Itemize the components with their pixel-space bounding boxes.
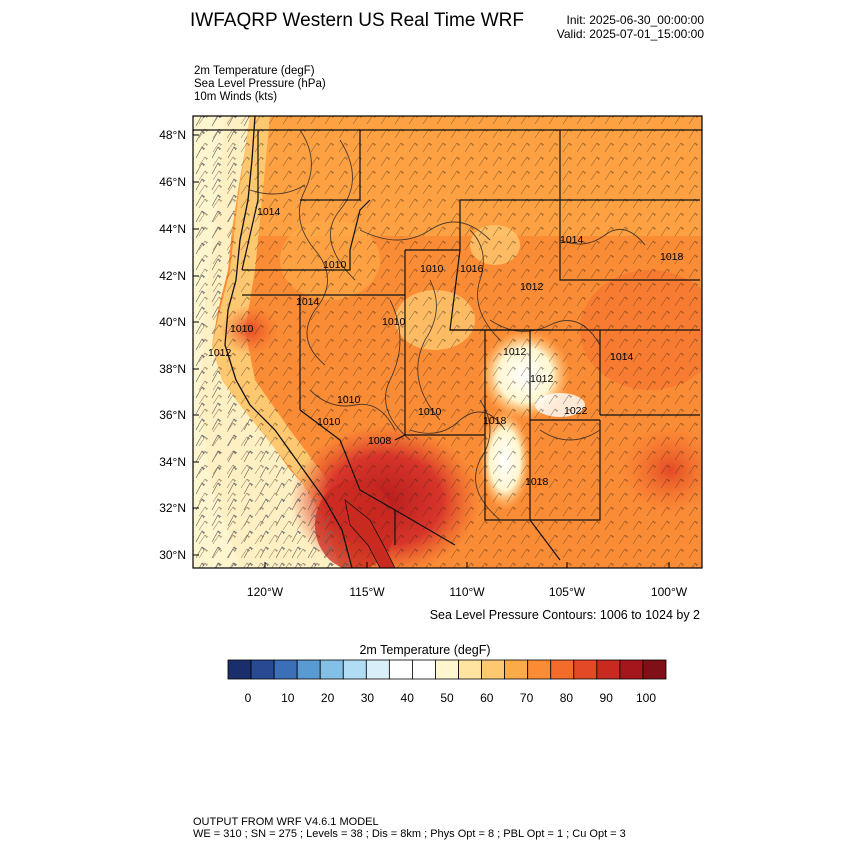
- colorbar-swatch: [619, 659, 644, 680]
- model-footer-line1: OUTPUT FROM WRF V4.6.1 MODEL: [193, 816, 379, 828]
- colorbar-swatch: [504, 659, 529, 680]
- map-frame: [192, 115, 703, 569]
- map-panel: [193, 116, 702, 568]
- lat-tick-label: 36°N: [159, 408, 186, 422]
- contour-label: 1018: [483, 415, 507, 427]
- lat-tick-label: 42°N: [159, 269, 186, 283]
- colorbar-swatch: [388, 659, 413, 680]
- contour-label: 1012: [503, 346, 527, 358]
- colorbar-swatch: [596, 659, 621, 680]
- contour-label: 1010: [420, 263, 444, 275]
- contour-label: 1010: [317, 416, 341, 428]
- contour-label: 1012: [520, 281, 544, 293]
- field-label-temperature: 2m Temperature (degF): [194, 65, 315, 77]
- colorbar-swatch: [481, 659, 506, 680]
- colorbar-swatch: [573, 659, 598, 680]
- lat-tick-label: 44°N: [159, 222, 186, 236]
- contour-label: 1014: [610, 351, 634, 363]
- colorbar-swatch: [642, 659, 667, 680]
- colorbar-tick-label: 40: [401, 691, 415, 705]
- colorbar-tick-label: 10: [281, 691, 295, 705]
- contour-labels: 1014 1010 1014 1010 1014 1010 1012 1010 …: [208, 206, 684, 488]
- lat-tick-label: 32°N: [159, 501, 186, 515]
- contour-label: 1010: [382, 316, 406, 328]
- colorbar-tick-label: 0: [245, 691, 252, 705]
- contour-label: 1008: [368, 435, 392, 447]
- colorbar-tick-label: 50: [440, 691, 454, 705]
- contour-label: 1012: [530, 373, 554, 385]
- colorbar-tick-label: 80: [560, 691, 574, 705]
- lat-tick-label: 34°N: [159, 455, 186, 469]
- lon-tick-label: 105°W: [549, 585, 586, 599]
- contour-label: 1018: [525, 476, 549, 488]
- colorbar-swatch: [458, 659, 482, 680]
- colorbar-tick-label: 30: [361, 691, 375, 705]
- colorbar-tick-label: 100: [636, 691, 656, 705]
- colorbar-tick-label: 60: [480, 691, 494, 705]
- contour-note: Sea Level Pressure Contours: 1006 to 102…: [429, 608, 700, 622]
- field-label-winds: 10m Winds (kts): [194, 91, 278, 103]
- colorbar-swatch: [227, 659, 252, 680]
- colorbar-swatch: [273, 659, 298, 680]
- contour-label: 1016: [460, 263, 484, 275]
- init-time: Init: 2025-06-30_00:00:00: [566, 13, 704, 27]
- lon-tick-label: 115°W: [349, 585, 385, 599]
- contour-label: 1018: [660, 251, 684, 263]
- longitude-axis: 120°W 115°W 110°W 105°W 100°W: [247, 562, 688, 599]
- colorbar-swatch: [412, 659, 436, 680]
- colorbar-swatch: [319, 659, 344, 680]
- map-title: IWFAQRP Western US Real Time WRF: [190, 10, 524, 31]
- colorbar-tick-label: 20: [321, 691, 335, 705]
- colorbar-ticks: 0 10 20 30 40 50 60 70 80 90 100: [245, 691, 657, 705]
- colorbar: [227, 659, 667, 680]
- latitude-axis: 48°N 46°N 44°N 42°N 40°N 38°N 36°N 34°N 32°N 30°N: [159, 128, 199, 562]
- lat-tick-label: 40°N: [159, 315, 186, 329]
- lat-tick-label: 48°N: [159, 128, 186, 142]
- contour-label: 1010: [337, 394, 361, 406]
- contour-label: 1014: [296, 296, 320, 308]
- colorbar-swatch: [550, 659, 575, 680]
- lon-tick-label: 110°W: [449, 585, 485, 599]
- contour-label: 1010: [323, 259, 347, 271]
- contour-label: 1010: [230, 323, 254, 335]
- colorbar-swatch: [342, 659, 367, 680]
- valid-time: Valid: 2025-07-01_15:00:00: [556, 27, 704, 41]
- colorbar-tick-label: 90: [600, 691, 614, 705]
- lon-tick-label: 120°W: [247, 585, 284, 599]
- lat-tick-label: 38°N: [159, 362, 186, 376]
- lon-tick-label: 100°W: [651, 585, 688, 599]
- contour-label: 1012: [208, 347, 232, 359]
- colorbar-swatch: [365, 659, 390, 680]
- contour-label: 1022: [564, 405, 588, 417]
- colorbar-swatch: [296, 659, 321, 680]
- colorbar-swatch: [527, 659, 552, 680]
- colorbar-swatch: [250, 659, 275, 680]
- colorbar-swatch: [435, 659, 459, 680]
- model-footer-line2: WE = 310 ; SN = 275 ; Levels = 38 ; Dis …: [193, 828, 626, 840]
- lat-tick-label: 30°N: [159, 548, 186, 562]
- contour-label: 1010: [418, 406, 442, 418]
- contour-label: 1014: [560, 234, 584, 246]
- colorbar-tick-label: 70: [520, 691, 534, 705]
- field-label-pressure: Sea Level Pressure (hPa): [194, 78, 326, 90]
- colorbar-title: 2m Temperature (degF): [359, 643, 491, 657]
- lat-tick-label: 46°N: [159, 175, 186, 189]
- contour-label: 1014: [257, 206, 281, 218]
